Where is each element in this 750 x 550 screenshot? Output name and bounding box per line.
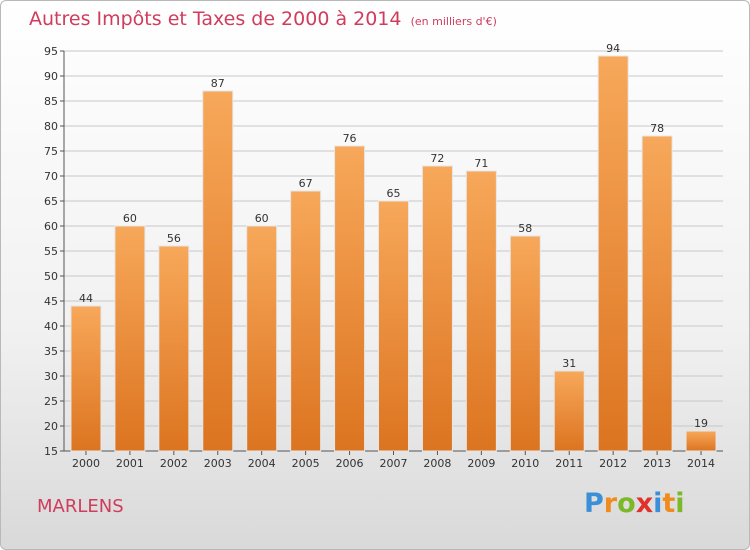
data-label: 58	[518, 222, 532, 235]
y-tick-label: 30	[44, 370, 58, 383]
y-tick-label: 60	[44, 220, 58, 233]
x-tick-label: 2003	[204, 457, 232, 470]
data-label: 60	[255, 212, 269, 225]
data-label: 94	[606, 42, 620, 55]
x-tick-label: 2014	[687, 457, 715, 470]
bar	[641, 135, 673, 452]
y-tick-label: 90	[44, 70, 58, 83]
data-label: 72	[430, 152, 444, 165]
y-tick-label: 95	[44, 45, 58, 58]
data-label: 87	[211, 77, 225, 90]
bar	[685, 430, 717, 452]
x-tick-label: 2004	[248, 457, 276, 470]
y-tick-label: 75	[44, 145, 58, 158]
bar	[158, 245, 190, 452]
bar	[70, 305, 102, 452]
x-tick-label: 2008	[423, 457, 451, 470]
x-tick-label: 2005	[292, 457, 320, 470]
logo-letter: o	[617, 488, 636, 519]
x-tick-label: 2002	[160, 457, 188, 470]
logo-letter: i	[675, 488, 685, 519]
x-tick-label: 2009	[467, 457, 495, 470]
x-tick-label: 2012	[599, 457, 627, 470]
place-name: MARLENS	[37, 496, 124, 517]
chart-title: Autres Impôts et Taxes de 2000 à 2014	[29, 8, 402, 30]
logo-letter: x	[635, 488, 654, 519]
logo-letter: P	[584, 488, 604, 519]
bar	[246, 225, 278, 452]
bar	[421, 165, 453, 452]
y-tick-label: 65	[44, 195, 58, 208]
bar	[509, 235, 541, 452]
bar	[202, 90, 234, 452]
data-label: 78	[650, 122, 664, 135]
x-tick-label: 2000	[72, 457, 100, 470]
data-label: 44	[79, 292, 93, 305]
x-tick-label: 2010	[511, 457, 539, 470]
x-tick-label: 2001	[116, 457, 144, 470]
logo-letter: r	[603, 488, 618, 519]
data-label: 65	[387, 187, 401, 200]
x-tick-label: 2006	[336, 457, 364, 470]
chart-unit: (en milliers d'€)	[410, 15, 497, 28]
data-label: 67	[299, 177, 313, 190]
y-tick-label: 15	[44, 445, 58, 458]
y-tick-label: 20	[44, 420, 58, 433]
y-tick-label: 40	[44, 320, 58, 333]
proxiti-logo[interactable]: Proxiti	[584, 488, 685, 519]
y-tick-label: 45	[44, 295, 58, 308]
bar	[597, 55, 629, 452]
data-label: 60	[123, 212, 137, 225]
y-tick-label: 80	[44, 120, 58, 133]
bar	[334, 145, 366, 452]
y-tick-label: 85	[44, 95, 58, 108]
logo-letter: i	[653, 488, 663, 519]
x-tick-label: 2007	[380, 457, 408, 470]
bar	[378, 200, 409, 452]
logo-letter: t	[662, 488, 676, 519]
data-label: 31	[562, 357, 576, 370]
x-tick-label: 2013	[643, 457, 671, 470]
data-label: 76	[343, 132, 357, 145]
y-tick-label: 70	[44, 170, 58, 183]
bar	[465, 170, 497, 452]
data-label: 71	[474, 157, 488, 170]
y-tick-label: 35	[44, 345, 58, 358]
data-label: 56	[167, 232, 181, 245]
data-label: 19	[694, 417, 708, 430]
y-tick-label: 50	[44, 270, 58, 283]
y-tick-label: 25	[44, 395, 58, 408]
chart-title-block: Autres Impôts et Taxes de 2000 à 2014 (e…	[29, 8, 497, 30]
y-tick-label: 55	[44, 245, 58, 258]
bar	[553, 370, 585, 452]
bar	[290, 190, 322, 452]
bar	[114, 225, 146, 452]
x-tick-label: 2011	[555, 457, 583, 470]
